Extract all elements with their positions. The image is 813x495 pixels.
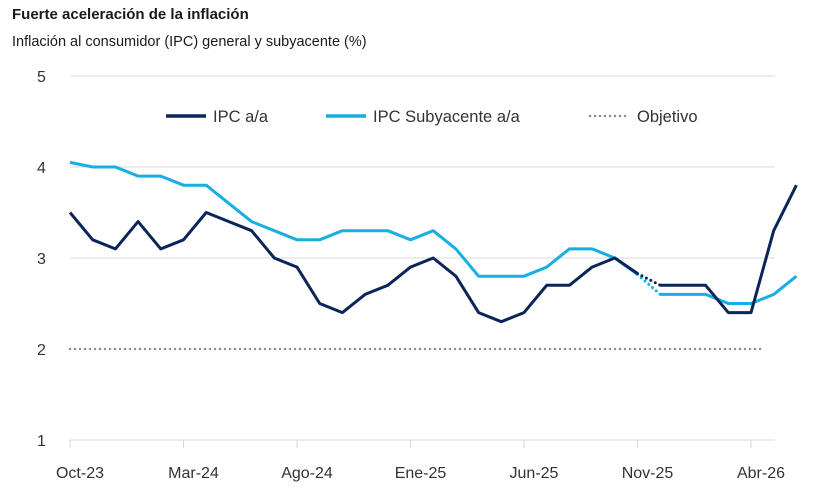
y-axis-labels: 1 2 3 4 5 xyxy=(37,69,46,450)
x-tick-label: Abr-26 xyxy=(737,465,785,482)
chart-subtitle: Inflación al consumidor (IPC) general y … xyxy=(12,34,367,50)
x-axis: Oct-23 Mar-24 Ago-24 Ene-25 Jun-25 Nov-25 Abr-… xyxy=(56,439,785,482)
y-tick-label: 2 xyxy=(37,342,46,359)
chart-title: Fuerte aceleración de la inflación xyxy=(12,6,249,23)
x-tick-label: Mar-24 xyxy=(168,465,219,482)
x-tick-label: Ago-24 xyxy=(281,465,333,482)
series-forecast-1 xyxy=(660,275,798,305)
y-tick-label: 3 xyxy=(37,251,46,268)
x-tick-label: Nov-25 xyxy=(622,465,674,482)
gridlines xyxy=(70,75,775,259)
x-tick-label: Oct-23 xyxy=(56,465,104,482)
y-tick-label: 5 xyxy=(37,69,46,86)
series-forecast-0 xyxy=(660,184,798,315)
series-line-1 xyxy=(69,160,639,278)
series-forecast-gap-0 xyxy=(636,272,662,287)
legend-label-2: Objetivo xyxy=(637,108,698,126)
x-tick-label: Jun-25 xyxy=(510,465,559,482)
series-line-0 xyxy=(68,211,639,324)
legend: IPC a/a IPC Subyacente a/a Objetivo xyxy=(166,108,698,126)
y-tick-label: 4 xyxy=(37,160,46,177)
x-tick-label: Ene-25 xyxy=(395,465,447,482)
y-tick-label: 1 xyxy=(37,433,46,450)
legend-label-0: IPC a/a xyxy=(213,108,269,126)
series-forecast-gap-1 xyxy=(636,272,662,296)
series-lines xyxy=(68,160,798,351)
legend-label-1: IPC Subyacente a/a xyxy=(373,108,521,126)
